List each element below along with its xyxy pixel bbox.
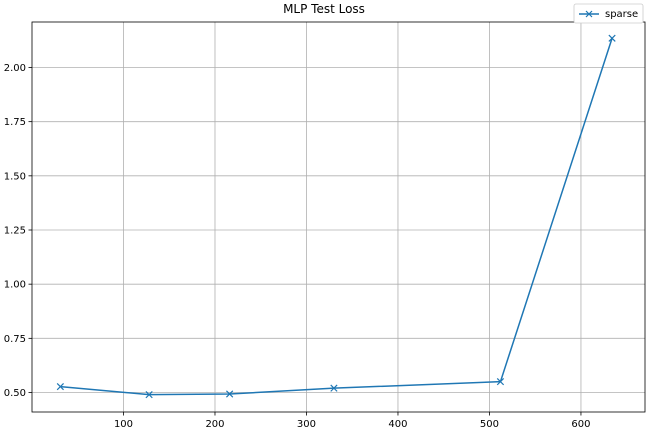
legend-marker bbox=[585, 10, 593, 18]
y-tick-label: 1.50 bbox=[4, 171, 26, 182]
y-tick-label: 0.75 bbox=[4, 334, 26, 345]
x-tick-label: 500 bbox=[480, 419, 499, 430]
data-point-marker bbox=[145, 391, 153, 399]
y-tick-label: 0.50 bbox=[4, 388, 26, 399]
grid bbox=[32, 22, 645, 412]
x-tick-label: 200 bbox=[205, 419, 224, 430]
x-tick-label: 400 bbox=[388, 419, 407, 430]
data-point-marker bbox=[225, 390, 234, 398]
x-tick-label: 100 bbox=[114, 419, 133, 430]
series-line bbox=[60, 38, 613, 396]
x-tick-label: 300 bbox=[297, 419, 316, 430]
legend-label: sparse bbox=[605, 9, 638, 20]
data-point-marker bbox=[56, 383, 64, 391]
data-point-marker bbox=[608, 34, 616, 42]
y-tick-label: 1.25 bbox=[4, 226, 26, 237]
y-axis: 0.50 0.75 1.00 1.25 1.50 1.75 2.00 bbox=[4, 63, 32, 399]
legend-box bbox=[573, 3, 644, 24]
plot-frame bbox=[31, 21, 646, 413]
data-point-marker bbox=[330, 384, 338, 392]
y-tick-label: 1.00 bbox=[4, 280, 26, 291]
chart-title: MLP Test Loss bbox=[283, 2, 365, 16]
data-point-marker bbox=[496, 378, 505, 386]
x-tick-label: 600 bbox=[571, 419, 590, 430]
legend: sparse bbox=[573, 3, 644, 24]
y-tick-label: 2.00 bbox=[4, 63, 26, 74]
series-group bbox=[56, 34, 616, 399]
x-axis: 100 200 300 400 500 600 bbox=[114, 412, 591, 430]
y-tick-label: 1.75 bbox=[4, 117, 26, 128]
